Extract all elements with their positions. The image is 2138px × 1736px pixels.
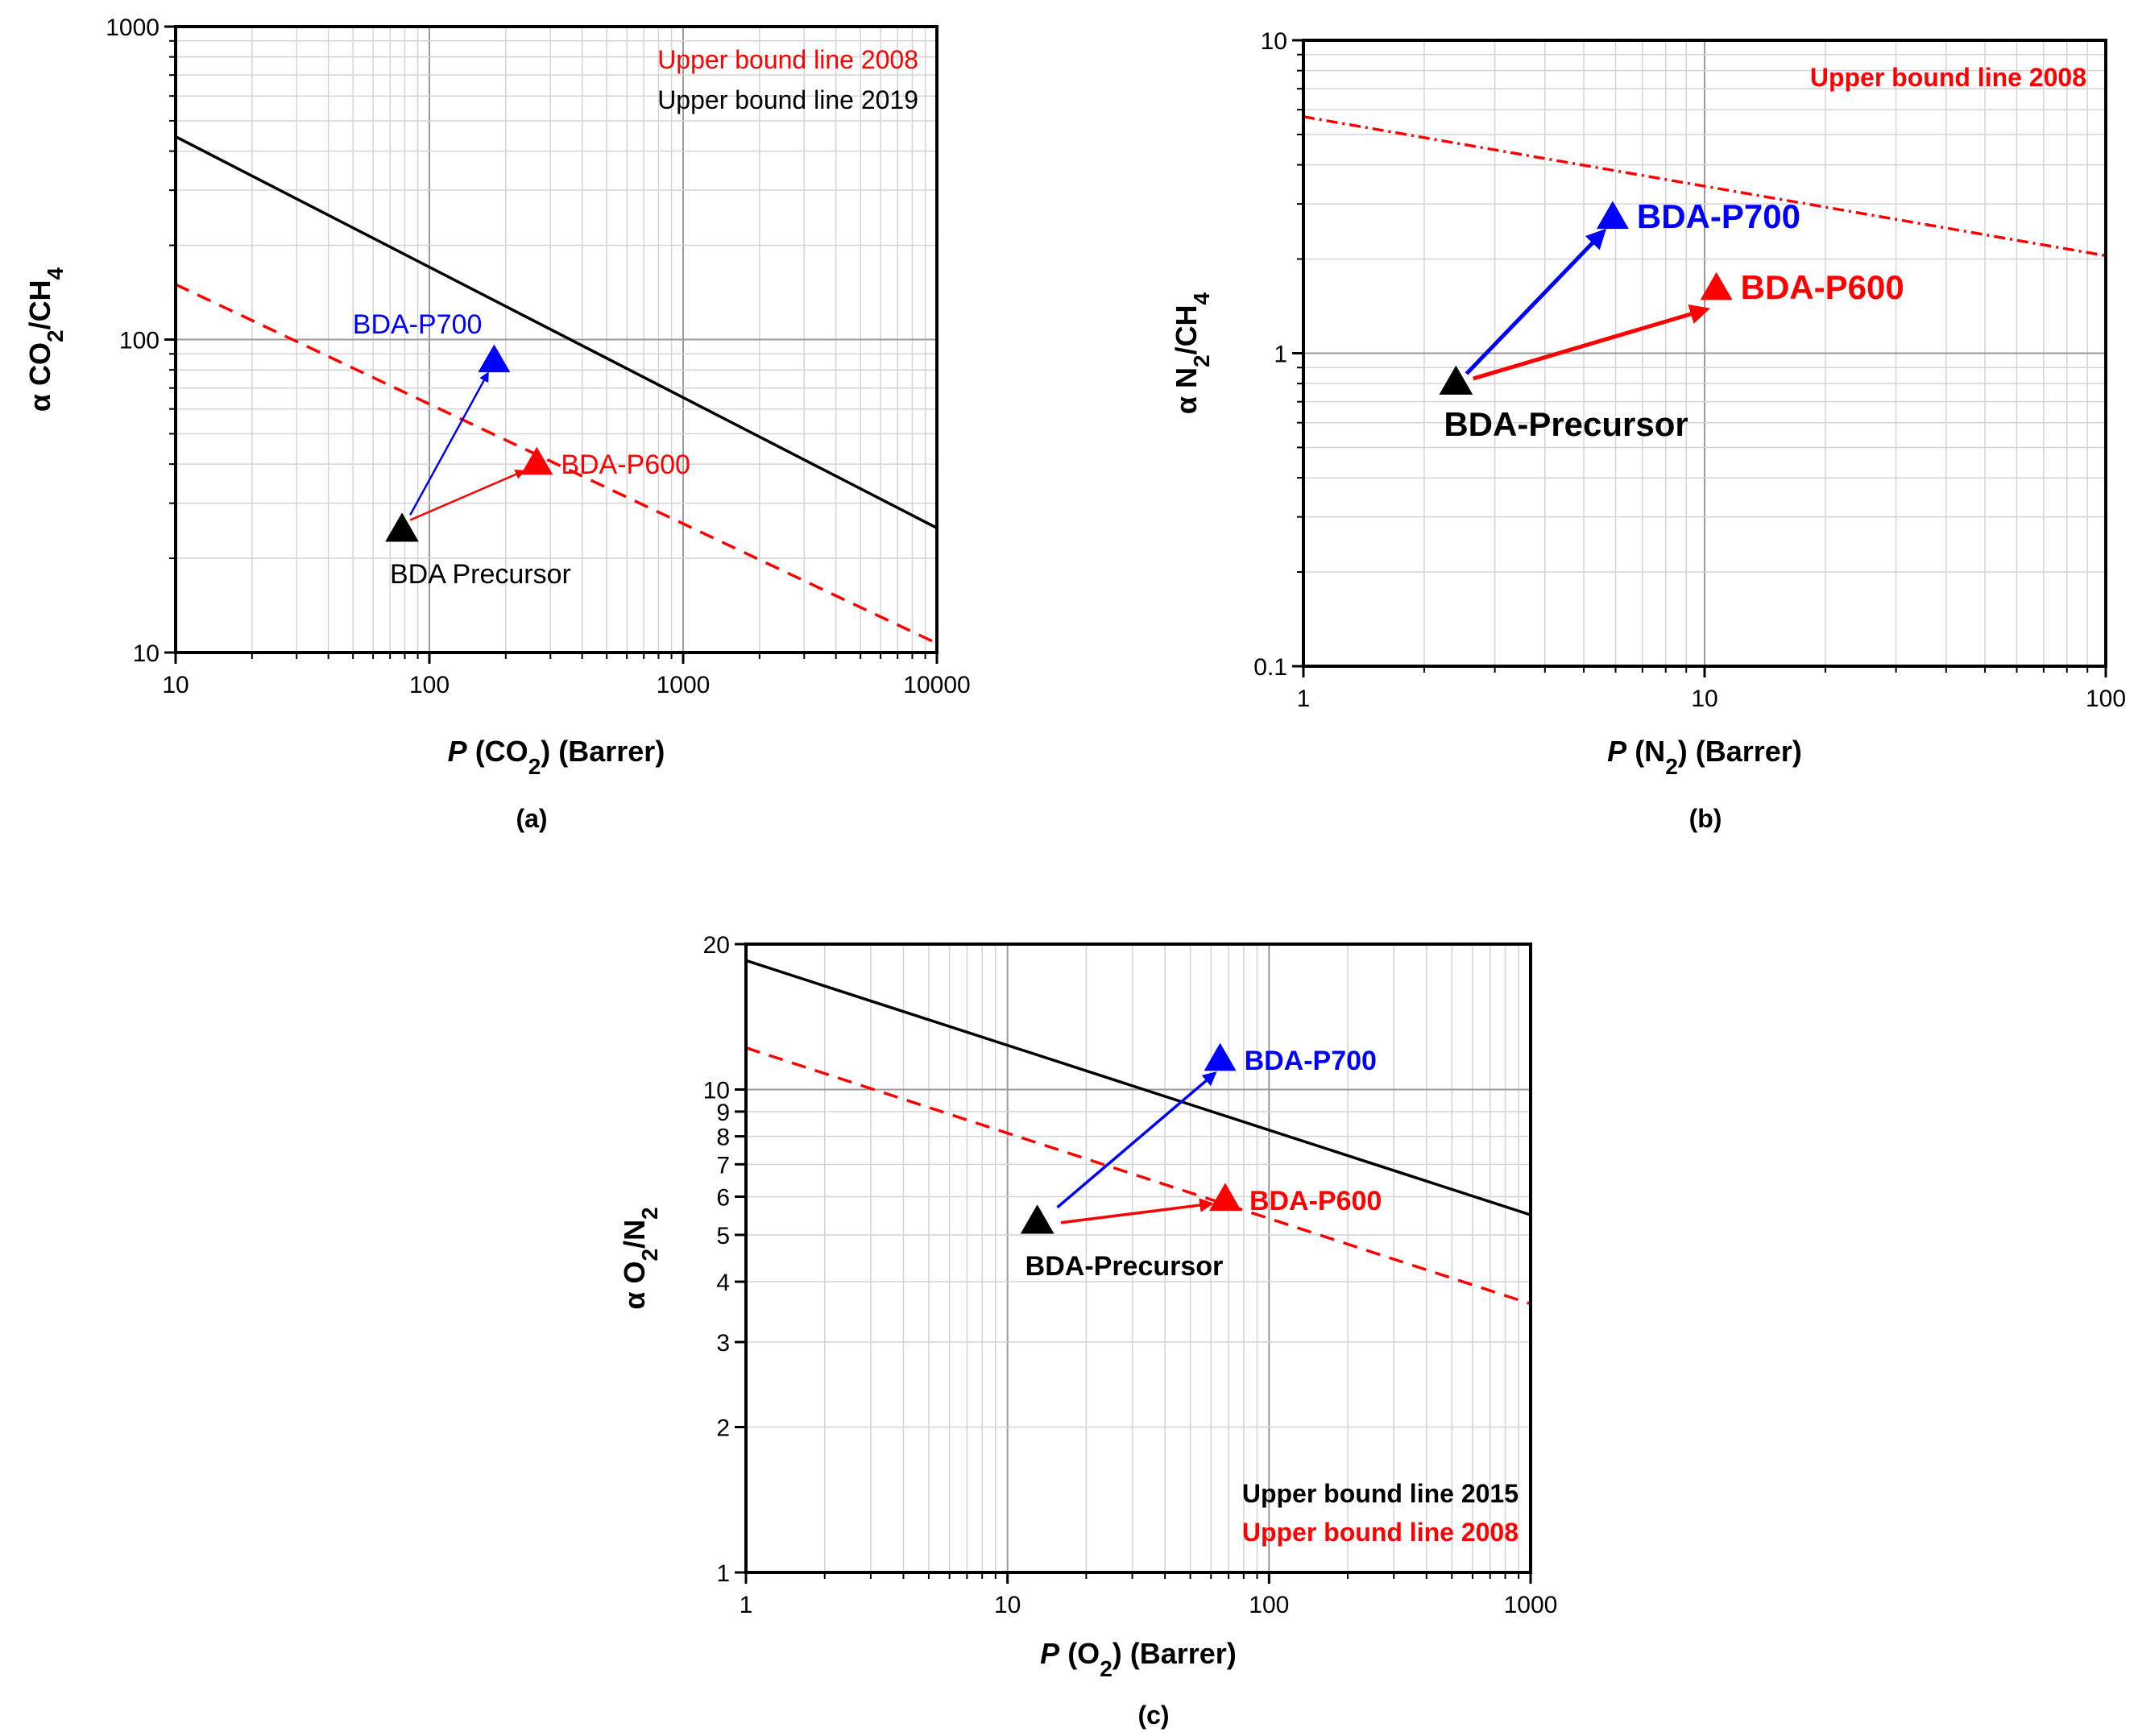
upper-bound-line-2008 xyxy=(176,283,937,645)
upper-bound-lines xyxy=(176,135,937,645)
point-label: BDA-P700 xyxy=(353,309,483,340)
grid xyxy=(1303,40,2106,666)
data-point-bda-p700 xyxy=(1204,1042,1237,1071)
grid xyxy=(176,27,937,653)
data-point-bda-p700 xyxy=(1596,201,1629,230)
x-tick-label: 10 xyxy=(1691,686,1717,712)
arrow xyxy=(409,371,489,516)
arrow xyxy=(1473,304,1710,381)
upper-bound-line-2008 xyxy=(1303,115,2106,258)
data-point-bda-precursor xyxy=(385,512,419,542)
x-axis-title: P (CO2) (Barrer) xyxy=(448,735,665,779)
upper-bound-lines xyxy=(1303,115,2106,258)
data-point-bda-precursor xyxy=(1439,365,1473,395)
y-tick-label: 100 xyxy=(119,328,160,354)
chart-panel-1: BDA Precursor BDA-P700 BDA-P600 10 100 1000 10… xyxy=(23,15,971,833)
data-point-bda-p600 xyxy=(520,446,553,475)
data-point-bda-p600 xyxy=(1700,271,1733,300)
data-point-bda-p600 xyxy=(1208,1183,1241,1212)
x-axis-title: P (N2) (Barrer) xyxy=(1607,735,1802,779)
x-tick-label: 10 xyxy=(162,672,189,698)
point-label: BDA-P600 xyxy=(561,450,690,480)
y-tick-label: 20 xyxy=(703,932,730,959)
panel-label: (b) xyxy=(1689,804,1722,833)
y-tick-label: 0.1 xyxy=(1253,654,1287,681)
x-tick-label: 1000 xyxy=(1504,1592,1558,1618)
legend-entry: Upper bound line 2015 xyxy=(1242,1479,1519,1508)
y-axis-title: α N2/CH4 xyxy=(1170,292,1214,414)
x-axis-title: P (O2) (Barrer) xyxy=(1040,1637,1237,1681)
x-tick-label: 1 xyxy=(740,1592,753,1618)
legend-entry: Upper bound line 2008 xyxy=(1810,63,2086,92)
point-label: BDA-Precursor xyxy=(1444,405,1688,443)
y-tick-label: 10 xyxy=(1261,28,1287,55)
arrow xyxy=(1465,228,1607,375)
legend-entry: Upper bound line 2019 xyxy=(657,85,918,114)
grid xyxy=(746,944,1531,1572)
legend-entry: Upper bound line 2008 xyxy=(1242,1518,1519,1547)
y-tick-label: 5 xyxy=(716,1223,730,1249)
y-tick-label: 1 xyxy=(716,1560,730,1587)
y-tick-label: 10 xyxy=(133,640,160,667)
x-tick-label: 1000 xyxy=(657,672,711,698)
x-tick-label: 100 xyxy=(2086,686,2126,712)
arrow xyxy=(1060,1198,1214,1224)
y-tick-label: 9 xyxy=(716,1100,730,1126)
y-axis-title: α CO2/CH4 xyxy=(23,267,68,412)
y-tick-label: 10 xyxy=(703,1077,730,1104)
panel-label: (c) xyxy=(1137,1701,1169,1730)
y-tick-label: 7 xyxy=(716,1152,730,1179)
chart-panel-2: BDA-Precursor BDA-P700 BDA-P600 1 10 100 0.1 1 1… xyxy=(1170,28,2126,833)
y-tick-label: 3 xyxy=(716,1330,730,1357)
point-label: BDA-P600 xyxy=(1249,1186,1382,1216)
y-tick-label: 8 xyxy=(716,1125,730,1151)
data-point-bda-p700 xyxy=(478,344,511,373)
y-tick-label: 1000 xyxy=(106,15,160,41)
y-tick-label: 1 xyxy=(1274,342,1287,368)
y-axis-title: α O2/N2 xyxy=(618,1207,662,1309)
upper-bound-line-2019 xyxy=(176,135,937,529)
x-tick-label: 100 xyxy=(409,672,450,698)
arrow xyxy=(1056,1071,1217,1209)
x-tick-label: 100 xyxy=(1249,1592,1289,1618)
upper-bound-lines xyxy=(746,959,1531,1306)
legend-entry: Upper bound line 2008 xyxy=(657,45,918,74)
y-tick-label: 4 xyxy=(716,1270,730,1296)
x-tick-label: 10 xyxy=(994,1592,1021,1618)
plot-frame xyxy=(744,943,1532,1574)
y-tick-label: 6 xyxy=(716,1184,730,1211)
x-tick-label: 10000 xyxy=(903,672,970,698)
y-tick-label: 2 xyxy=(716,1415,730,1442)
upper-bound-line-2008 xyxy=(746,1046,1531,1306)
x-tick-label: 1 xyxy=(1297,686,1311,712)
upper-bound-line-2015 xyxy=(746,959,1531,1216)
arrow xyxy=(409,469,526,521)
chart-panel-3: BDA-Precursor BDA-P700 BDA-P600 1 10 100 1000 1… xyxy=(618,932,1557,1730)
point-label: BDA-P700 xyxy=(1245,1046,1377,1076)
point-label: BDA-Precursor xyxy=(1025,1251,1224,1282)
panel-label: (a) xyxy=(516,804,547,833)
point-label: BDA Precursor xyxy=(390,559,571,590)
point-label: BDA-P700 xyxy=(1637,197,1800,235)
data-point-bda-precursor xyxy=(1020,1204,1054,1234)
point-label: BDA-P600 xyxy=(1741,268,1904,306)
